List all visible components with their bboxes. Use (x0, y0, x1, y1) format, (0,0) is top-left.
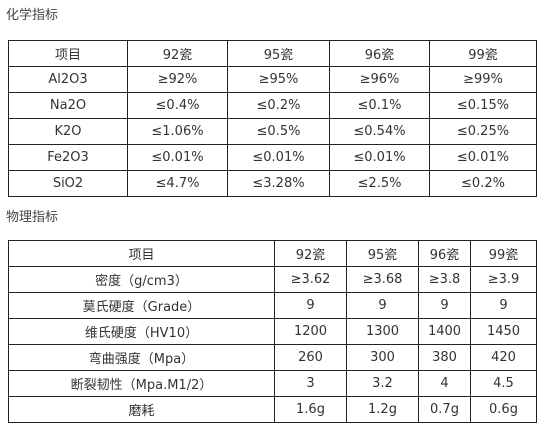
table-cell: K2O (8, 118, 128, 145)
table-cell: 0.7g (418, 396, 471, 423)
table-cell: 96瓷 (329, 40, 430, 67)
table-cell: 项目 (8, 240, 275, 267)
table-cell: ≤0.54% (329, 118, 430, 145)
table-cell: 260 (274, 344, 347, 371)
table-row: SiO2 ≤4.7% ≤3.28% ≤2.5% ≤0.2% (8, 170, 537, 197)
table-cell: ≥3.9 (470, 266, 537, 293)
table-row: 密度（g/cm3） ≥3.62 ≥3.68 ≥3.8 ≥3.9 (8, 266, 537, 293)
table-cell: ≤0.4% (127, 92, 228, 119)
table-row: 项目 92瓷 95瓷 96瓷 99瓷 (8, 240, 537, 267)
table-cell: 9 (418, 292, 471, 319)
table-cell: 92瓷 (274, 240, 347, 267)
table-cell: 9 (470, 292, 537, 319)
table-row: 维氏硬度（HV10） 1200 1300 1400 1450 (8, 318, 537, 345)
table-cell: 380 (418, 344, 471, 371)
table-cell: ≥3.68 (346, 266, 419, 293)
section-title: 物理指标 (6, 210, 59, 225)
section-title: 化学指标 (6, 8, 59, 23)
table-cell: ≤0.15% (429, 92, 537, 119)
table-cell: 99瓷 (470, 240, 537, 267)
table-cell: ≥3.8 (418, 266, 471, 293)
table-cell: SiO2 (8, 170, 128, 197)
table-row: 项目 92瓷 95瓷 96瓷 99瓷 (8, 40, 537, 67)
table-cell: 1400 (418, 318, 471, 345)
table-cell: ≤4.7% (127, 170, 228, 197)
table-cell: ≤0.25% (429, 118, 537, 145)
table-cell: 4 (418, 370, 471, 397)
table-cell: 92瓷 (127, 40, 228, 67)
table-cell: ≤0.2% (227, 92, 330, 119)
table-cell: ≤0.01% (429, 144, 537, 171)
table-cell: 密度（g/cm3） (8, 266, 275, 293)
table-cell: ≤0.01% (227, 144, 330, 171)
table-cell: Al2O3 (8, 66, 128, 93)
table-cell: ≤1.06% (127, 118, 228, 145)
table-row: 磨耗 1.6g 1.2g 0.7g 0.6g (8, 396, 537, 423)
table-cell: ≤0.5% (227, 118, 330, 145)
table-cell: Na2O (8, 92, 128, 119)
table-cell: 1200 (274, 318, 347, 345)
table-cell: 9 (274, 292, 347, 319)
table-row: Al2O3 ≥92% ≥95% ≥96% ≥99% (8, 66, 537, 93)
table-row: 弯曲强度（Mpa） 260 300 380 420 (8, 344, 537, 371)
table-cell: 1450 (470, 318, 537, 345)
table-cell: 维氏硬度（HV10） (8, 318, 275, 345)
table-row: K2O ≤1.06% ≤0.5% ≤0.54% ≤0.25% (8, 118, 537, 145)
table-row: 断裂韧性（Mpa.M1/2） 3 3.2 4 4.5 (8, 370, 537, 397)
table-cell: Fe2O3 (8, 144, 128, 171)
table-cell: 95瓷 (227, 40, 330, 67)
table-cell: 断裂韧性（Mpa.M1/2） (8, 370, 275, 397)
table-cell: ≤0.2% (429, 170, 537, 197)
table-cell: 420 (470, 344, 537, 371)
table-row: Fe2O3 ≤0.01% ≤0.01% ≤0.01% ≤0.01% (8, 144, 537, 171)
table-cell: 磨耗 (8, 396, 275, 423)
table-cell: 9 (346, 292, 419, 319)
table-cell: 96瓷 (418, 240, 471, 267)
table-cell: ≤0.01% (329, 144, 430, 171)
table-cell: ≤0.1% (329, 92, 430, 119)
table-cell: ≥92% (127, 66, 228, 93)
table-cell: 95瓷 (346, 240, 419, 267)
table-cell: ≥3.62 (274, 266, 347, 293)
table-cell: ≤3.28% (227, 170, 330, 197)
table-cell: 1300 (346, 318, 419, 345)
table-cell: 4.5 (470, 370, 537, 397)
table-cell: 99瓷 (429, 40, 537, 67)
table-cell: ≥99% (429, 66, 537, 93)
chemical-table: 项目 92瓷 95瓷 96瓷 99瓷 Al2O3 ≥92% ≥95% ≥96% ≥99% Na2O ≤… (8, 40, 537, 197)
physical-table: 项目 92瓷 95瓷 96瓷 99瓷 密度（g/cm3） ≥3.62 ≥3.68 ≥3.8 ≥3.… (8, 240, 537, 423)
table-cell: 1.2g (346, 396, 419, 423)
table-cell: 3 (274, 370, 347, 397)
table-row: Na2O ≤0.4% ≤0.2% ≤0.1% ≤0.15% (8, 92, 537, 119)
table-cell: ≥95% (227, 66, 330, 93)
table-cell: 莫氏硬度（Grade） (8, 292, 275, 319)
table-cell: ≥96% (329, 66, 430, 93)
table-cell: 300 (346, 344, 419, 371)
table-row: 莫氏硬度（Grade） 9 9 9 9 (8, 292, 537, 319)
table-cell: 3.2 (346, 370, 419, 397)
table-cell: 项目 (8, 40, 128, 67)
table-cell: 1.6g (274, 396, 347, 423)
table-cell: ≤0.01% (127, 144, 228, 171)
table-cell: 弯曲强度（Mpa） (8, 344, 275, 371)
table-cell: 0.6g (470, 396, 537, 423)
table-cell: ≤2.5% (329, 170, 430, 197)
